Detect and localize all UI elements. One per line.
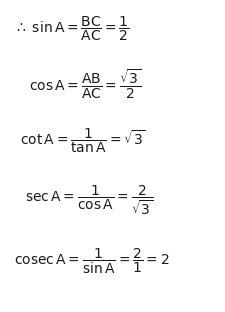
Text: $\mathrm{cos\,A} = \dfrac{\mathrm{AB}}{\mathrm{AC}} = \dfrac{\sqrt{3}}{2}$: $\mathrm{cos\,A} = \dfrac{\mathrm{AB}}{\… <box>29 67 141 100</box>
Text: $\mathrm{sec\,A} = \dfrac{1}{\mathrm{cos\,A}} = \dfrac{2}{\sqrt{3}}$: $\mathrm{sec\,A} = \dfrac{1}{\mathrm{cos… <box>25 184 153 217</box>
Text: $\therefore\; \mathrm{sin\,A} = \dfrac{\mathrm{BC}}{\mathrm{AC}} = \dfrac{1}{2}$: $\therefore\; \mathrm{sin\,A} = \dfrac{\… <box>14 15 129 43</box>
Text: $\mathrm{cosec\,A} = \dfrac{1}{\mathrm{sin\,A}} = \dfrac{2}{1} = 2$: $\mathrm{cosec\,A} = \dfrac{1}{\mathrm{s… <box>14 247 169 276</box>
Text: $\mathrm{cot\,A} = \dfrac{1}{\mathrm{tan\,A}} = \sqrt{3}$: $\mathrm{cot\,A} = \dfrac{1}{\mathrm{tan… <box>20 127 146 155</box>
